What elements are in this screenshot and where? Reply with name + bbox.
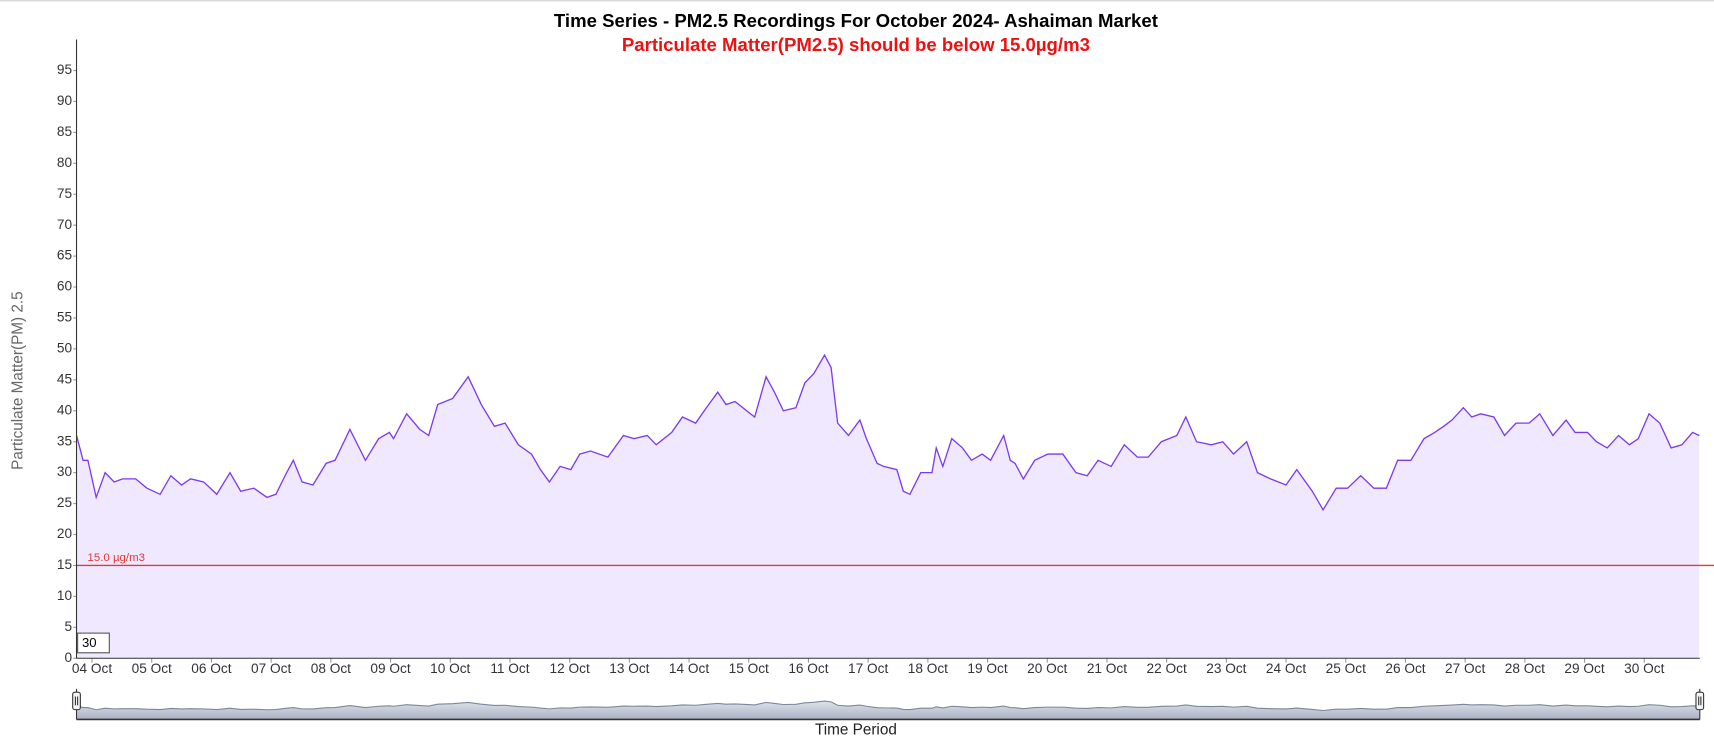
y-tick-label: 30 [57, 464, 73, 479]
x-tick-label: 28 Oct [1505, 661, 1545, 676]
x-tick-label: 29 Oct [1564, 661, 1604, 676]
y-tick-label: 70 [57, 217, 73, 232]
x-tick-label: 10 Oct [430, 661, 470, 676]
y-tick-label: 0 [65, 650, 73, 665]
y-tick-label: 35 [57, 433, 73, 448]
x-tick-label: 12 Oct [550, 661, 590, 676]
x-tick-label: 07 Oct [251, 661, 291, 676]
x-tick-label: 23 Oct [1206, 661, 1246, 676]
x-tick-label: 20 Oct [1027, 661, 1067, 676]
plot: 0 5 10 15 20 25 30 35 40 45 50 55 60 65 70 75 80 85 90 95 04… [57, 39, 1714, 721]
y-tick-label: 55 [57, 310, 73, 325]
chart-title: Time Series - PM2.5 Recordings For Octob… [554, 10, 1158, 31]
navigator-line [76, 700, 1700, 712]
y-tick-label: 45 [57, 371, 73, 386]
y-tick-label: 75 [57, 186, 73, 201]
y-tick-label: 90 [57, 93, 73, 108]
x-tick-label: 08 Oct [311, 661, 351, 676]
y-tick-label: 50 [57, 341, 73, 356]
x-tick-label: 19 Oct [967, 661, 1007, 676]
x-tick-label: 09 Oct [370, 661, 410, 676]
line [75, 353, 1700, 512]
x-tick-label: 05 Oct [132, 661, 172, 676]
x-tick-label: 16 Oct [788, 661, 828, 676]
x-tick-label: 04 Oct [72, 661, 112, 676]
window-box[interactable] [77, 632, 110, 654]
x-tick-label: 17 Oct [848, 661, 888, 676]
y-tick-label: 5 [65, 619, 73, 634]
x-tick-label: 22 Oct [1147, 661, 1187, 676]
x-tick-label: 06 Oct [191, 661, 231, 676]
y-tick-label: 20 [57, 526, 73, 541]
y-tick-label: 80 [57, 155, 73, 170]
chart-subtitle: Particulate Matter(PM2.5) should be belo… [622, 34, 1090, 55]
x-tick-label: 30 Oct [1624, 661, 1664, 676]
y-tick-label: 10 [57, 588, 73, 603]
x-tick-label: 24 Oct [1266, 661, 1306, 676]
y-axis-label: Particulate Matter(PM) 2.5 [10, 291, 27, 470]
y-tick-label: 25 [57, 495, 73, 510]
navigator-handle[interactable] [72, 691, 81, 711]
x-tick-label: 26 Oct [1385, 661, 1425, 676]
x-tick-label: 15 Oct [729, 661, 769, 676]
x-tick-label: 25 Oct [1326, 661, 1366, 676]
x-tick-label: 18 Oct [908, 661, 948, 676]
area [76, 355, 1700, 659]
window-box-text: 30 [82, 635, 97, 650]
x-tick-label: 27 Oct [1445, 661, 1485, 676]
x-tick-label: 14 Oct [669, 661, 709, 676]
y-tick-label: 60 [57, 279, 73, 294]
x-tick-label: 11 Oct [490, 661, 529, 676]
x-tick-label: 13 Oct [609, 661, 649, 676]
y-tick-label: 40 [57, 402, 73, 417]
navigator-handle[interactable] [1695, 691, 1705, 711]
threshold-label: 15.0 µg/m3 [87, 552, 145, 564]
navigator-area [76, 701, 1700, 720]
y-tick-label: 85 [57, 124, 73, 139]
x-tick-label: 21 Oct [1087, 661, 1127, 676]
y-tick-label: 65 [57, 248, 73, 263]
x-axis-label: Time Period [815, 721, 897, 738]
y-tick-label: 15 [57, 557, 73, 572]
y-tick-label: 95 [57, 62, 73, 77]
